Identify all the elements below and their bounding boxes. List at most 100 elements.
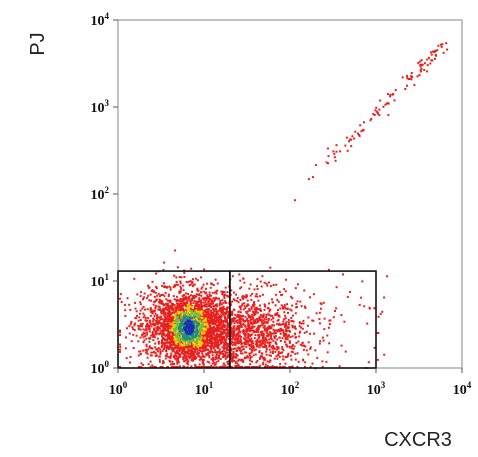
event-dot [201, 352, 204, 355]
event-dot [281, 347, 284, 350]
density-dot [193, 315, 196, 318]
event-dot [193, 307, 196, 310]
event-dot [266, 306, 269, 309]
event-dot [139, 336, 142, 339]
event-dot [174, 352, 177, 355]
density-dot [196, 330, 199, 333]
event-dot [166, 320, 169, 323]
density-dot [184, 322, 187, 325]
event-dot [277, 350, 280, 353]
density-dot [185, 318, 188, 320]
event-dot [119, 366, 121, 368]
y-tick-label: 104 [91, 11, 110, 29]
event-dot [154, 346, 157, 349]
event-dot [276, 311, 279, 314]
event-dot [136, 314, 138, 317]
density-dot [181, 339, 184, 342]
density-dot [197, 331, 200, 334]
event-dot [249, 309, 251, 312]
event-dot [213, 315, 216, 318]
event-dot [221, 325, 224, 327]
event-dot [322, 301, 325, 304]
event-dot [243, 305, 246, 308]
event-dot [144, 308, 146, 311]
event-dot [245, 310, 248, 313]
diagonal-event-dot [373, 114, 376, 116]
event-dot [154, 355, 157, 357]
event-dot [173, 274, 176, 277]
event-dot [269, 333, 271, 336]
event-dot [169, 335, 172, 338]
event-dot [176, 295, 178, 298]
event-dot [170, 352, 173, 355]
event-dot [257, 320, 260, 322]
event-dot [148, 299, 151, 302]
event-dot [283, 311, 286, 314]
event-dot [251, 340, 254, 342]
event-dot [245, 331, 248, 334]
event-dot [277, 354, 280, 357]
outlier-dot [237, 301, 240, 304]
density-dot [183, 330, 186, 333]
event-dot [273, 347, 276, 350]
event-dot [210, 314, 212, 316]
diagonal-event-dot [378, 108, 381, 111]
event-dot [166, 299, 169, 302]
event-dot [241, 348, 244, 351]
event-dot [192, 297, 195, 300]
event-dot [258, 365, 261, 368]
event-dot [126, 297, 129, 300]
density-dot [188, 316, 190, 319]
event-dot [232, 298, 235, 301]
diagonal-event-dot [334, 159, 337, 162]
event-dot [237, 326, 240, 329]
event-dot [211, 362, 214, 365]
event-dot [227, 310, 230, 313]
event-dot [291, 304, 294, 307]
event-dot [183, 355, 186, 358]
event-dot [218, 339, 221, 342]
event-dot [262, 322, 265, 325]
event-dot [164, 316, 167, 319]
event-dot [302, 348, 305, 351]
event-dot [206, 319, 209, 322]
event-dot [212, 346, 215, 349]
event-dot [290, 366, 293, 368]
x-axis-title: CXCR3 [384, 429, 452, 451]
event-dot [204, 291, 207, 294]
event-dot [203, 335, 206, 338]
event-dot [205, 287, 207, 290]
event-dot [208, 314, 211, 317]
event-dot [261, 321, 263, 324]
event-dot [222, 332, 225, 335]
event-dot [210, 302, 213, 304]
outlier-dot [231, 341, 234, 344]
event-dot [192, 295, 195, 297]
event-dot [179, 297, 182, 300]
density-dot [174, 320, 177, 323]
event-dot [220, 351, 223, 353]
event-dot [209, 324, 212, 327]
event-dot [183, 354, 186, 357]
x-tick-label: 101 [195, 380, 214, 398]
event-dot [189, 307, 192, 310]
event-dot [186, 366, 189, 368]
event-dot [321, 336, 324, 339]
event-dot [259, 316, 262, 319]
event-dot [145, 327, 148, 330]
event-dot [257, 299, 260, 302]
event-dot [264, 304, 267, 307]
event-dot [206, 366, 209, 368]
event-dot [242, 332, 245, 335]
event-dot [223, 338, 226, 341]
event-dot [212, 302, 214, 305]
event-dot [217, 344, 220, 347]
event-dot [171, 366, 174, 368]
event-dot [223, 326, 226, 328]
event-dot [168, 355, 171, 358]
density-dot [184, 319, 187, 322]
event-dot [175, 302, 178, 305]
event-dot [266, 366, 269, 368]
event-dot [188, 298, 191, 301]
density-dot [192, 324, 195, 327]
